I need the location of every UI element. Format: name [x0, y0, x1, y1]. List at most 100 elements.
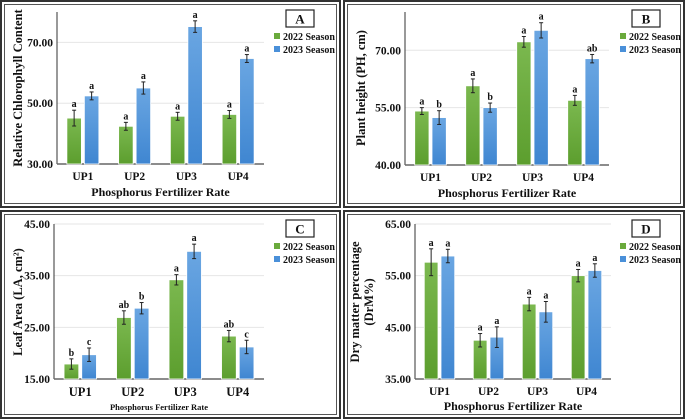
x-tick-label: UP4 — [573, 172, 594, 184]
bar-2023-season-up1 — [83, 95, 100, 165]
panel-label: D — [641, 222, 650, 237]
panel-label: B — [642, 12, 651, 27]
legend-entry: 2023 Season — [283, 255, 335, 266]
y-tick-label: 45.00 — [385, 322, 411, 334]
chart-panel-b: 40.00 55.00 70.00 a b UP1 a b UP2 a a UP3 a ab UP4 Phos… — [343, 0, 685, 208]
y-axis-label-line: (DrM%) — [362, 278, 376, 325]
x-tick-label: UP2 — [121, 385, 144, 399]
panel-label: C — [295, 222, 304, 237]
bar-2023-season-up4 — [584, 58, 600, 166]
significance-letter: a — [123, 111, 128, 122]
bar-2022-season-up4 — [221, 335, 237, 380]
panel-label-box — [631, 9, 661, 28]
significance-letter: ab — [224, 319, 235, 330]
bar-2022-season-up3 — [169, 115, 186, 165]
y-tick-label: 35.00 — [385, 374, 411, 386]
significance-letter: a — [244, 44, 249, 55]
y-axis-label: Relative Chlorophyll Content — [11, 8, 25, 166]
chart-panel-c: 15.00 25.00 35.00 45.00 b c UP1 ab b UP2 a a UP3 ab c U… — [0, 210, 341, 419]
significance-letter: c — [244, 329, 249, 340]
significance-letter: a — [419, 97, 424, 108]
x-tick-label: UP1 — [72, 171, 93, 183]
legend-swatch-2023 — [620, 46, 626, 52]
significance-letter: a — [445, 238, 450, 249]
significance-letter: b — [487, 92, 493, 103]
panel-label-box — [631, 219, 661, 238]
y-tick-label: 15.00 — [24, 374, 50, 386]
y-tick-label: 70.00 — [27, 37, 53, 49]
legend-entry: 2023 Season — [629, 45, 681, 56]
significance-letter: ab — [587, 43, 598, 54]
significance-letter: a — [175, 101, 180, 112]
bar-2023-season-up4 — [587, 270, 603, 380]
legend-entry: 2022 Season — [629, 242, 681, 253]
y-tick-label: 35.00 — [24, 271, 50, 283]
panel-inner-border — [4, 214, 337, 415]
x-tick-label: UP4 — [576, 386, 597, 398]
panel-inner-border — [347, 214, 681, 415]
y-tick-label: 70.00 — [375, 45, 401, 57]
bar-2023-season-up1 — [440, 255, 456, 380]
x-tick-label: UP3 — [174, 385, 197, 399]
significance-letter: a — [539, 12, 544, 23]
legend-entry: 2023 Season — [283, 45, 335, 56]
legend-entry: 2022 Season — [283, 32, 335, 43]
x-axis-label: Phosphorus Fertilizer Rate — [438, 186, 577, 200]
x-tick-label: UP3 — [527, 386, 548, 398]
bar-2022-season-up2 — [116, 317, 132, 380]
bar-2023-season-up2 — [133, 307, 150, 380]
x-tick-label: UP1 — [429, 386, 450, 398]
significance-letter: a — [494, 316, 499, 327]
x-tick-label: UP1 — [69, 385, 92, 399]
significance-letter: c — [87, 337, 92, 348]
significance-letter: a — [429, 238, 434, 249]
chart-a-svg: 30.00 50.00 70.00 a a UP1 a a UP2 a a UP3 a a UP4 Phosp… — [11, 8, 335, 199]
x-axis-label: Phosphorus Fertilizer Rate — [444, 399, 583, 413]
bar-2022-season-up2 — [465, 85, 481, 166]
x-tick-label: UP2 — [478, 386, 499, 398]
bar-2022-season-up3 — [521, 303, 537, 380]
legend-entry: 2023 Season — [629, 255, 681, 266]
significance-letter: a — [89, 81, 94, 92]
y-axis-label: Leaf Area (LA, cm²) — [11, 248, 25, 356]
bar-2022-season-up4 — [570, 275, 586, 380]
bar-2023-season-up2 — [135, 87, 152, 165]
y-tick-label: 65.00 — [385, 219, 411, 231]
bar-2022-season-up1 — [423, 261, 439, 380]
bar-2023-season-up2 — [482, 107, 498, 166]
x-tick-label: UP1 — [420, 172, 441, 184]
y-axis-label: Dry matter percentage (DrM%) — [348, 241, 376, 362]
bar-2023-season-up4 — [239, 58, 255, 165]
y-tick-label: 40.00 — [375, 160, 401, 172]
significance-letter: a — [543, 291, 548, 302]
legend-swatch-2023 — [620, 256, 626, 262]
legend-swatch-2022 — [274, 33, 280, 39]
legend-entry: 2022 Season — [283, 242, 335, 253]
bar-2022-season-up1 — [414, 110, 430, 166]
y-tick-label: 45.00 — [24, 219, 50, 231]
significance-letter: ab — [119, 300, 130, 311]
panel-inner-border — [347, 4, 681, 204]
legend-swatch-2022 — [620, 33, 626, 39]
legend-swatch-2023 — [274, 256, 280, 262]
y-axis-label: Plant height (PH, cm) — [354, 30, 368, 146]
x-tick-label: UP2 — [124, 171, 145, 183]
significance-letter: a — [227, 99, 232, 110]
significance-letter: a — [470, 68, 475, 79]
significance-letter: a — [193, 10, 198, 21]
bar-2022-season-up3 — [516, 41, 532, 166]
x-tick-label: UP4 — [228, 171, 249, 183]
panel-label-box — [285, 219, 315, 238]
legend-swatch-2022 — [274, 243, 280, 249]
significance-letter: b — [139, 292, 145, 303]
y-tick-label: 50.00 — [27, 98, 53, 110]
y-tick-label: 55.00 — [385, 271, 411, 283]
bar-2022-season-up4 — [567, 99, 583, 166]
significance-letter: a — [576, 258, 581, 269]
y-tick-label: 30.00 — [27, 159, 53, 171]
x-axis-label: Phosphorus Fertilizer Rate — [91, 185, 230, 199]
panel-inner-border — [4, 4, 337, 204]
significance-letter: b — [436, 100, 442, 111]
